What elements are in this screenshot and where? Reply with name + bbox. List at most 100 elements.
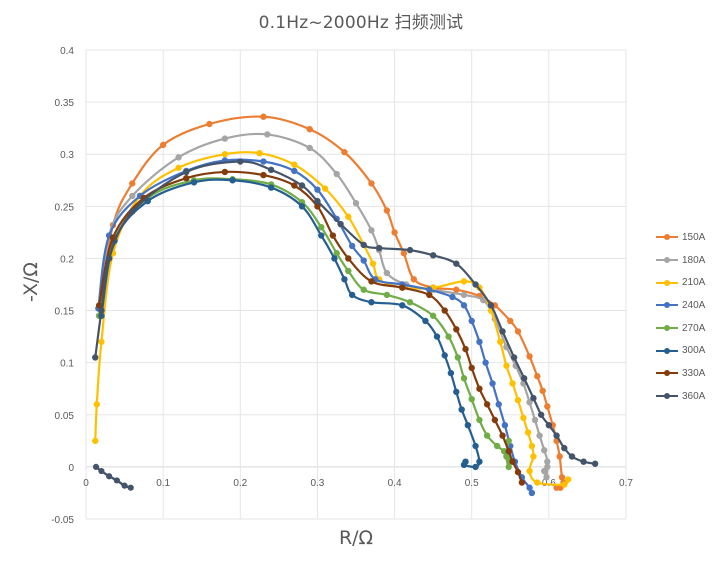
series-point-210a-12 — [369, 260, 377, 267]
series-point-180a-2 — [129, 192, 136, 200]
series-point-360a-13 — [429, 252, 437, 259]
origin-cluster-point-2 — [106, 473, 113, 480]
series-point-270a-17 — [468, 395, 475, 403]
x-tick-label-7: 0.7 — [619, 478, 633, 489]
series-150a — [96, 113, 567, 491]
series-point-180a-21 — [531, 416, 539, 424]
y-tick-label-5: 0.2 — [60, 254, 74, 265]
series-point-330a-11 — [399, 284, 406, 291]
y-tick-label-0: -0.05 — [51, 515, 74, 526]
series-point-210a-16 — [460, 278, 468, 285]
x-tick-label-1: 0.1 — [156, 478, 170, 489]
series-point-330a-4 — [221, 168, 229, 176]
series-point-240a-16 — [468, 317, 475, 325]
series-point-240a-26 — [528, 489, 536, 497]
series-point-150a-17 — [507, 317, 514, 325]
series-point-330a-12 — [426, 291, 433, 299]
series-300a — [98, 177, 483, 471]
y-axis-label: -X/Ω — [20, 262, 42, 302]
series-point-180a-27 — [544, 463, 551, 471]
series-point-300a-24 — [462, 458, 469, 465]
series-point-360a-1 — [98, 307, 105, 314]
series-point-180a-25 — [543, 474, 550, 481]
series-point-330a-14 — [453, 326, 460, 333]
series-point-270a-16 — [460, 375, 468, 382]
series-point-300a-15 — [441, 352, 448, 359]
series-point-270a-18 — [476, 416, 483, 424]
series-point-330a-16 — [468, 364, 475, 372]
series-point-150a-5 — [260, 113, 267, 120]
series-point-150a-12 — [410, 276, 418, 283]
series-point-360a-7 — [298, 182, 306, 189]
legend-item-180a: 180A — [656, 249, 718, 272]
series-point-330a-18 — [483, 401, 491, 408]
series-point-360a-6 — [267, 166, 275, 174]
x-tick-label-2: 0.2 — [233, 478, 247, 489]
series-point-210a-30 — [564, 476, 572, 483]
legend-swatch-210a — [656, 277, 678, 289]
series-point-180a-3 — [175, 154, 182, 161]
series-point-360a-9 — [337, 220, 344, 228]
series-point-300a-11 — [368, 299, 375, 306]
series-point-330a-17 — [476, 385, 483, 392]
series-point-240a-21 — [501, 422, 509, 429]
series-point-300a-20 — [472, 442, 479, 450]
series-point-360a-0 — [92, 354, 99, 361]
series-point-360a-16 — [487, 302, 495, 309]
series-point-240a-19 — [489, 380, 496, 387]
series-point-300a-18 — [458, 406, 465, 413]
legend-item-270a: 270A — [656, 317, 718, 340]
series-point-360a-20 — [530, 394, 537, 402]
axis-layer: -0.05 0 0.05 0.1 0.15 0.2 0.25 0.3 0.35 0.4 0 0.1 0.… — [51, 46, 633, 526]
series-point-210a-24 — [524, 429, 532, 436]
legend-swatch-300a — [656, 345, 678, 357]
series-point-360a-8 — [314, 197, 321, 205]
series-point-210a-7 — [256, 149, 263, 157]
series-point-360a-22 — [545, 422, 553, 429]
series-point-150a-6 — [306, 126, 313, 133]
origin-cluster — [92, 463, 134, 491]
series-point-360a-10 — [360, 241, 367, 249]
y-tick-label-6: 0.25 — [55, 202, 75, 213]
series-point-330a-3 — [183, 174, 190, 182]
series-point-270a-14 — [445, 333, 452, 340]
series-point-150a-9 — [383, 207, 391, 214]
series-point-360a-27 — [591, 460, 599, 467]
series-point-180a-20 — [526, 399, 533, 406]
series-point-330a-19 — [491, 416, 499, 424]
series-point-180a-14 — [460, 291, 468, 299]
series-point-300a-14 — [433, 333, 441, 340]
series-point-330a-21 — [505, 448, 512, 455]
series-point-150a-26 — [558, 474, 566, 481]
series-point-330a-15 — [462, 345, 469, 353]
series-point-330a-22 — [509, 458, 516, 465]
series-point-180a-22 — [536, 432, 543, 439]
series-point-360a-5 — [237, 158, 244, 165]
series-point-150a-4 — [206, 120, 213, 128]
series-point-300a-17 — [453, 388, 460, 396]
series-point-330a-24 — [518, 479, 526, 486]
series-point-270a-8 — [333, 250, 340, 257]
series-point-300a-16 — [447, 369, 455, 377]
series-point-270a-13 — [429, 312, 437, 319]
series-point-300a-10 — [348, 291, 356, 299]
series-point-240a-5 — [260, 158, 267, 165]
series-point-180a-23 — [541, 447, 548, 454]
series-point-360a-24 — [561, 444, 568, 452]
x-axis-label: R/Ω — [338, 527, 374, 549]
series-line-360a — [94, 160, 597, 465]
series-point-360a-3 — [129, 208, 136, 215]
legend-label-150a: 150A — [682, 231, 706, 243]
series-point-300a-8 — [331, 255, 338, 262]
series-point-300a-4 — [229, 177, 236, 184]
series-point-210a-23 — [520, 414, 527, 422]
legend-item-330a: 330A — [656, 362, 718, 385]
series-point-300a-6 — [298, 203, 306, 210]
series-point-360a-25 — [568, 453, 576, 460]
series-point-330a-5 — [260, 171, 267, 179]
legend-swatch-240a — [656, 299, 678, 311]
series-point-240a-15 — [460, 302, 468, 309]
legend-label-300a: 300A — [682, 345, 706, 357]
